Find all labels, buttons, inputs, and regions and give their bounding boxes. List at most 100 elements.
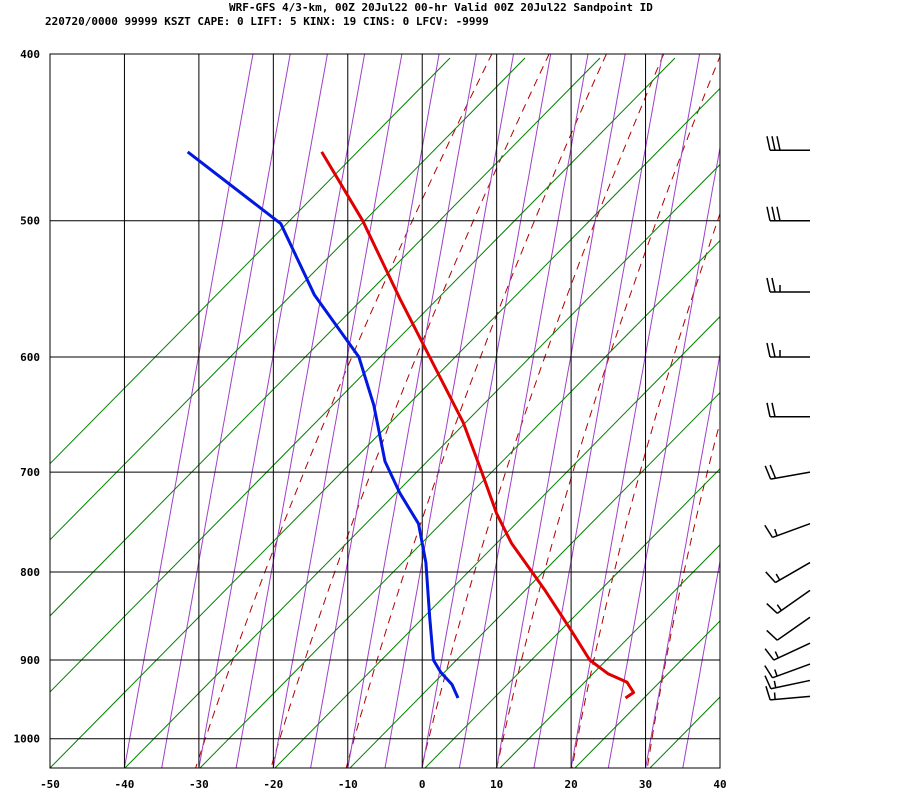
- wind-barb-shaft: [770, 471, 811, 480]
- moist-adiabat-line: [310, 54, 440, 768]
- wind-barb-flag: [771, 402, 776, 417]
- chart-header-title: WRF-GFS 4/3-km, 00Z 20Jul22 00-hr Valid …: [229, 1, 653, 14]
- wind-barb-half-flag: [773, 680, 777, 688]
- dry-adiabat-line: [345, 54, 607, 768]
- y-tick-label: 1000: [14, 733, 41, 746]
- wind-barb-shaft: [770, 679, 811, 690]
- y-tick-label: 500: [20, 215, 40, 228]
- dry-adiabat-line: [646, 420, 720, 768]
- x-tick-label: 20: [564, 778, 577, 791]
- wind-barb-flag: [769, 464, 777, 479]
- wind-barb-flag: [764, 524, 774, 538]
- moist-adiabat-line: [496, 54, 626, 768]
- wind-barb-shaft: [770, 695, 811, 701]
- wind-barb-flag: [771, 136, 776, 151]
- wind-barb-flag: [766, 206, 771, 221]
- moist-adiabat-line: [719, 765, 720, 768]
- wind-barb-flag: [771, 342, 776, 358]
- x-tick-label: 40: [713, 778, 726, 791]
- wind-barb-half-flag: [774, 651, 779, 659]
- wind-barb: [766, 589, 811, 614]
- axis-tick-labels: -50 -40 -30 -20 -10 0 10 20 30 40 400 500 600 700 800 9…: [14, 48, 727, 791]
- wind-barb-half-flag: [776, 604, 782, 611]
- moist-adiabat-line: [570, 54, 701, 768]
- mixing-ratio-line: [875, 58, 900, 768]
- wind-barb-shaft: [776, 589, 811, 614]
- y-tick-label: 400: [20, 48, 40, 61]
- wind-barb-flag: [766, 629, 778, 641]
- moist-adiabat-line: [645, 351, 720, 768]
- mixing-ratio-line: [800, 58, 900, 768]
- y-tick-label: 900: [20, 654, 40, 667]
- moist-adiabat-line: [235, 54, 366, 768]
- wind-barb: [764, 523, 811, 539]
- wind-barb-flag: [764, 675, 772, 690]
- wind-barb: [766, 277, 810, 293]
- mixing-ratio-line: [50, 57, 451, 465]
- wind-barb-half-flag: [774, 528, 778, 536]
- x-tick-label: -10: [338, 778, 358, 791]
- wind-barb-half-flag: [775, 573, 781, 581]
- mixing-ratio-line: [649, 696, 720, 768]
- moist-adiabat-line: [384, 54, 515, 768]
- mixing-ratio-line: [50, 57, 676, 693]
- moist-adiabat-line: [682, 558, 720, 768]
- wind-barb-flag: [766, 277, 771, 293]
- wind-barb-flag: [771, 206, 776, 221]
- x-tick-label: -50: [40, 778, 60, 791]
- x-tick-label: -40: [115, 778, 135, 791]
- plot-frame: [49, 53, 721, 769]
- moist-adiabat-line: [421, 54, 552, 768]
- dewpoint-profile-line: [186, 150, 460, 699]
- wind-barb-flag: [766, 603, 778, 614]
- wind-barb-flag: [764, 665, 774, 679]
- wind-barb-flag: [776, 136, 781, 151]
- wind-barb-shaft: [772, 523, 811, 539]
- x-tick-label: 0: [419, 778, 426, 791]
- mixing-ratio-line: [124, 163, 720, 768]
- dry-adiabat-line: [195, 54, 493, 768]
- wind-barb-flag: [765, 571, 776, 584]
- mixing-ratio-line: [199, 239, 720, 768]
- dry-adiabat-line: [721, 16, 900, 783]
- wind-barb-shaft: [774, 561, 811, 584]
- wind-barb-half-flag: [773, 692, 776, 700]
- x-tick-label: -20: [263, 778, 283, 791]
- wind-barb-flag: [766, 402, 771, 417]
- wind-barb-shaft: [772, 663, 811, 679]
- dry-adiabat-line: [797, 16, 900, 783]
- moist-adiabat-line: [533, 54, 663, 768]
- wind-barb: [766, 616, 811, 641]
- dry-adiabat-line: [496, 55, 720, 768]
- wind-barb-flag: [766, 342, 771, 358]
- wind-barb-flag: [764, 465, 772, 480]
- wind-barb-flag: [765, 686, 771, 701]
- wind-barb: [766, 136, 810, 152]
- mixing-ratio-line: [274, 315, 720, 768]
- temperature-profile-line: [320, 151, 636, 700]
- dry-adiabat-line: [872, 16, 900, 783]
- mixing-ratio-line: [50, 57, 526, 541]
- chart-header-indices: 220720/0000 99999 KSZT CAPE: 0 LIFT: 5 K…: [45, 15, 489, 28]
- wind-barb-shaft: [776, 616, 811, 641]
- wind-barb: [764, 663, 811, 679]
- mixing-ratio-line: [725, 58, 900, 768]
- y-tick-label: 700: [20, 466, 40, 479]
- moist-adiabat-line: [607, 144, 720, 768]
- wind-barb: [766, 342, 810, 358]
- wind-barb: [766, 206, 810, 222]
- mixing-ratio-line: [424, 468, 720, 768]
- x-tick-label: 10: [490, 778, 503, 791]
- wind-barb-flag: [764, 648, 775, 661]
- mixing-ratio-line: [499, 544, 720, 768]
- moist-adiabat-line: [347, 54, 477, 768]
- wind-barb: [764, 464, 811, 480]
- mixing-ratio-line: [50, 87, 720, 768]
- wind-barb-flag: [776, 206, 781, 221]
- y-tick-label: 600: [20, 351, 40, 364]
- wind-barb-shaft: [773, 642, 811, 661]
- x-tick-label: -30: [189, 778, 209, 791]
- y-tick-label: 800: [20, 566, 40, 579]
- mixing-ratio-line: [574, 620, 720, 768]
